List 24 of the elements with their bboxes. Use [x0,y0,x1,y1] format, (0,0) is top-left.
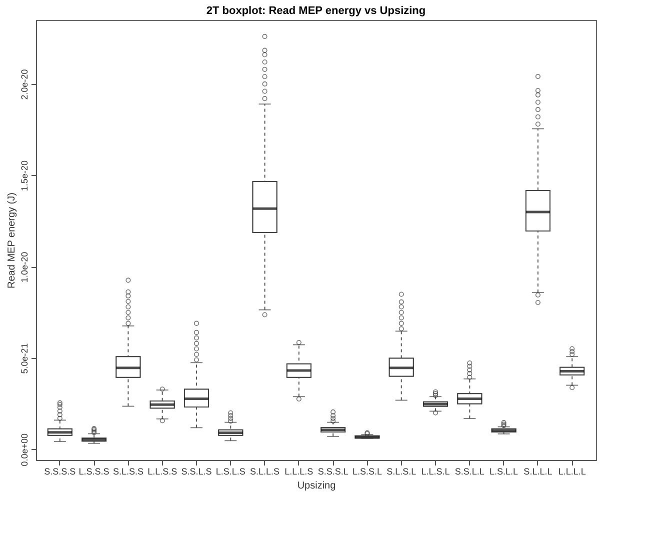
y-axis-title: Read MEP energy (J) [6,192,18,288]
x-tick-label: L.L.L.L [558,466,586,476]
chart-title: 2T boxplot: Read MEP energy vs Upsizing [206,5,426,17]
x-tick-label: L.S.L.L [490,466,518,476]
x-axis-title: Upsizing [297,480,336,492]
x-tick-label: S.L.S.L [386,466,416,476]
x-tick-label: L.S.L.S [216,466,246,476]
y-tick-label: 0.0e+00 [20,434,30,466]
x-tick-label: S.S.L.S [181,466,212,476]
x-tick-label: S.S.S.L [318,466,348,476]
x-tick-label: S.S.S.S [44,466,76,476]
x-tick-label: S.S.L.L [454,466,484,476]
x-tick-label: L.L.S.L [421,466,450,476]
x-tick-label: L.S.S.S [78,466,110,476]
x-tick-label: L.S.S.L [352,466,382,476]
y-tick-label: 1.0e-20 [20,252,30,282]
x-tick-label: L.L.S.S [148,466,178,476]
x-tick-label: S.L.L.S [250,466,280,476]
y-tick-label: 5.0e-21 [20,343,30,374]
x-tick-label: S.L.S.S [112,466,144,476]
y-tick-label: 1.5e-20 [20,160,30,192]
x-tick-label: L.L.L.S [284,466,314,476]
x-tick-label: S.L.L.L [524,466,552,476]
y-tick-label: 2.0e-20 [20,69,30,100]
